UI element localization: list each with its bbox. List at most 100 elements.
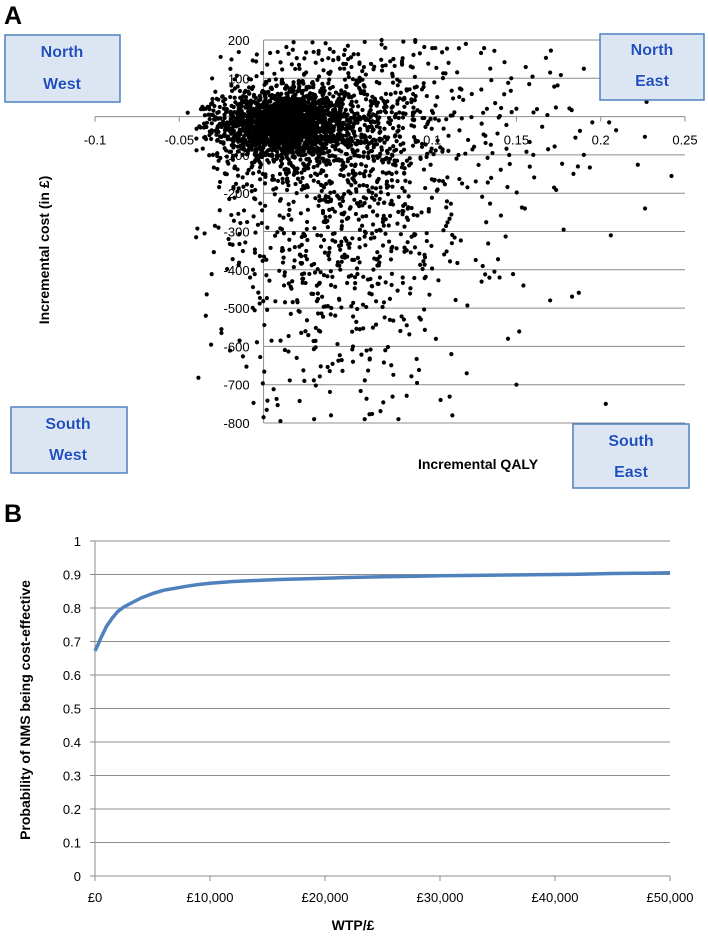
data-point xyxy=(295,300,300,305)
data-point xyxy=(261,134,266,140)
data-point xyxy=(241,119,246,124)
data-point xyxy=(389,363,394,368)
data-point xyxy=(371,267,376,272)
data-point xyxy=(247,91,252,96)
data-point xyxy=(269,115,274,120)
data-point xyxy=(325,225,330,230)
data-point xyxy=(261,415,266,420)
data-point xyxy=(229,115,234,121)
data-point xyxy=(194,148,199,153)
data-point xyxy=(424,154,429,160)
data-point xyxy=(389,178,394,183)
data-point xyxy=(267,278,272,283)
panel-b-label: B xyxy=(4,500,22,528)
data-point xyxy=(336,127,341,133)
data-point xyxy=(411,212,416,218)
data-point xyxy=(553,105,558,110)
data-point xyxy=(548,48,553,53)
data-point xyxy=(502,60,507,65)
data-point xyxy=(357,245,362,250)
data-point xyxy=(280,176,285,181)
data-point xyxy=(497,275,502,280)
data-point xyxy=(425,121,430,127)
data-point xyxy=(414,84,419,89)
data-point xyxy=(327,389,333,395)
data-point xyxy=(405,100,410,106)
data-point xyxy=(233,153,239,158)
data-point xyxy=(212,103,217,109)
data-point xyxy=(327,257,332,262)
data-point xyxy=(300,175,305,181)
data-point xyxy=(355,148,360,153)
data-point xyxy=(311,49,316,55)
data-point xyxy=(262,322,267,328)
data-point xyxy=(445,175,450,180)
data-point xyxy=(301,161,306,166)
data-point xyxy=(299,105,304,111)
data-point xyxy=(358,140,363,146)
data-point xyxy=(367,357,372,362)
data-point xyxy=(581,152,586,157)
data-point xyxy=(400,280,406,286)
data-point xyxy=(445,220,450,225)
data-point xyxy=(279,113,284,118)
data-point xyxy=(216,184,222,190)
data-point xyxy=(389,198,394,203)
data-point xyxy=(321,237,327,243)
data-point xyxy=(286,333,291,339)
data-point xyxy=(257,295,263,301)
data-point xyxy=(411,118,417,123)
data-point xyxy=(278,418,283,424)
data-point xyxy=(327,91,332,96)
data-point xyxy=(380,170,385,175)
data-point xyxy=(214,132,219,137)
data-point xyxy=(233,181,239,186)
data-point xyxy=(399,314,404,319)
data-point xyxy=(301,113,306,118)
data-point xyxy=(483,140,488,146)
data-point xyxy=(357,260,362,265)
data-point xyxy=(296,152,301,157)
data-point xyxy=(527,139,532,145)
data-point xyxy=(271,387,276,392)
data-point xyxy=(489,175,494,180)
data-point xyxy=(225,266,230,272)
panel-a-label: A xyxy=(4,2,22,30)
data-point xyxy=(395,129,400,134)
data-point xyxy=(325,109,330,114)
data-point xyxy=(327,214,332,219)
data-point xyxy=(417,51,422,56)
data-point xyxy=(229,88,235,94)
data-point xyxy=(433,148,438,153)
data-point xyxy=(356,217,361,222)
data-point xyxy=(312,226,317,231)
data-point xyxy=(412,275,417,281)
data-point xyxy=(310,40,315,45)
data-point xyxy=(338,267,343,272)
data-point xyxy=(405,240,410,245)
data-point xyxy=(282,86,288,91)
data-point xyxy=(301,231,306,236)
data-point xyxy=(446,133,451,138)
data-point xyxy=(231,104,236,110)
data-point xyxy=(310,152,315,157)
data-point xyxy=(435,95,440,100)
data-point xyxy=(374,79,379,85)
data-point xyxy=(328,283,334,288)
data-point xyxy=(247,134,252,139)
data-point xyxy=(429,243,434,249)
data-point xyxy=(240,175,245,180)
data-point xyxy=(393,163,398,168)
data-point xyxy=(304,248,309,254)
data-point xyxy=(504,146,509,151)
data-point xyxy=(459,116,464,121)
data-point xyxy=(348,107,354,113)
data-point xyxy=(322,136,328,142)
data-point xyxy=(505,336,511,341)
data-point xyxy=(377,275,382,280)
data-point xyxy=(351,300,356,305)
data-point xyxy=(418,109,423,115)
data-point xyxy=(455,70,460,75)
data-point xyxy=(203,137,209,142)
data-point xyxy=(387,296,393,301)
